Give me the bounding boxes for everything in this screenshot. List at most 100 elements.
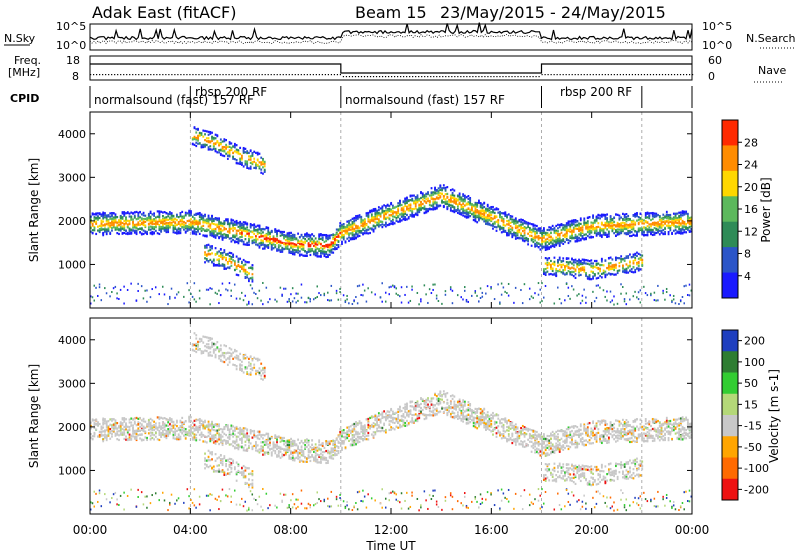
power-cell xyxy=(655,229,657,231)
noise-left-tick-top: 10^5 xyxy=(56,20,86,33)
power-cell xyxy=(320,255,322,257)
power-cell xyxy=(475,216,477,218)
power-cell xyxy=(252,277,254,279)
nave-point xyxy=(605,74,606,75)
power-cell xyxy=(306,255,308,257)
power-cell xyxy=(192,138,194,140)
nave-point xyxy=(572,74,573,75)
power-cell xyxy=(527,238,529,240)
power-cell xyxy=(555,232,557,234)
power-cell xyxy=(352,228,354,230)
power-cell xyxy=(619,215,621,217)
power-cell xyxy=(195,228,197,230)
power-cell xyxy=(315,246,317,248)
power-cell xyxy=(97,226,99,228)
power-cell xyxy=(134,216,136,218)
power-cell xyxy=(432,198,434,200)
power-cell xyxy=(188,223,190,225)
power-cell xyxy=(580,227,582,229)
nave-point xyxy=(400,76,401,77)
power-cell xyxy=(218,225,220,227)
power-cell xyxy=(255,152,257,154)
power-cell xyxy=(229,146,231,148)
power-cell xyxy=(204,247,206,249)
power-cell xyxy=(371,213,373,215)
power-cell xyxy=(576,263,578,265)
power-cell xyxy=(229,237,231,239)
power-cell xyxy=(208,134,210,136)
power-cell xyxy=(216,293,218,295)
power-cell xyxy=(118,298,120,300)
power-cell xyxy=(339,232,341,234)
power-cell xyxy=(548,262,550,264)
power-cell xyxy=(246,222,248,224)
power-cell xyxy=(573,264,575,266)
power-cell xyxy=(115,213,117,215)
power-cell xyxy=(685,213,687,215)
power-cell xyxy=(620,216,622,218)
power-cell xyxy=(604,271,606,273)
power-cell xyxy=(613,304,615,306)
nave-point xyxy=(370,76,371,77)
power-cell xyxy=(548,229,550,231)
power-cell xyxy=(194,298,196,300)
power-cell xyxy=(176,214,178,216)
power-cell xyxy=(562,257,564,259)
power-cell xyxy=(201,230,203,232)
power-cell xyxy=(301,240,303,242)
power-cell xyxy=(439,195,441,197)
power-cell xyxy=(569,225,571,227)
power-cell xyxy=(582,229,584,231)
power-cell xyxy=(541,243,543,245)
power-cell xyxy=(290,245,292,247)
power-cell xyxy=(452,210,454,212)
power-cell xyxy=(662,214,664,216)
power-cell xyxy=(636,255,638,257)
power-cell xyxy=(239,161,241,163)
power-cell xyxy=(364,225,366,227)
power-cell xyxy=(260,239,262,241)
power-cell xyxy=(241,157,243,159)
power-cell xyxy=(617,257,619,259)
power-cell xyxy=(569,271,571,273)
power-cell xyxy=(460,213,462,215)
power-cell xyxy=(476,215,478,217)
power-cell xyxy=(215,148,217,150)
power-cell xyxy=(480,217,482,219)
power-cell xyxy=(604,276,606,278)
power-cell xyxy=(452,205,454,207)
power-cell xyxy=(606,234,608,236)
power-cell xyxy=(345,230,347,232)
power-cell xyxy=(118,233,120,235)
power-cell xyxy=(204,254,206,256)
power-cell xyxy=(597,263,599,265)
power-cell xyxy=(445,193,447,195)
power-cell xyxy=(297,300,299,302)
power-cell xyxy=(266,287,268,289)
power-cell xyxy=(490,211,492,213)
power-cell xyxy=(346,295,348,297)
power-cell xyxy=(601,259,603,261)
power-cell xyxy=(341,243,343,245)
date-range: 23/May/2015 - 24/May/2015 xyxy=(440,3,666,22)
power-cell xyxy=(176,293,178,295)
power-cell xyxy=(489,209,491,211)
power-cell xyxy=(292,248,294,250)
power-cell xyxy=(634,222,636,224)
power-cell xyxy=(262,303,264,305)
power-cell xyxy=(636,234,638,236)
power-cell xyxy=(245,238,247,240)
power-cell xyxy=(325,251,327,253)
power-cell xyxy=(201,214,203,216)
power-cell xyxy=(222,265,224,267)
power-cell xyxy=(311,238,313,240)
power-cell xyxy=(590,236,592,238)
power-cell xyxy=(536,245,538,247)
power-cell xyxy=(404,197,406,199)
power-cell xyxy=(650,212,652,214)
power-cell xyxy=(243,224,245,226)
nave-point xyxy=(168,74,169,75)
power-cell xyxy=(604,224,606,226)
power-cell xyxy=(271,242,273,244)
nave-point xyxy=(409,76,410,77)
